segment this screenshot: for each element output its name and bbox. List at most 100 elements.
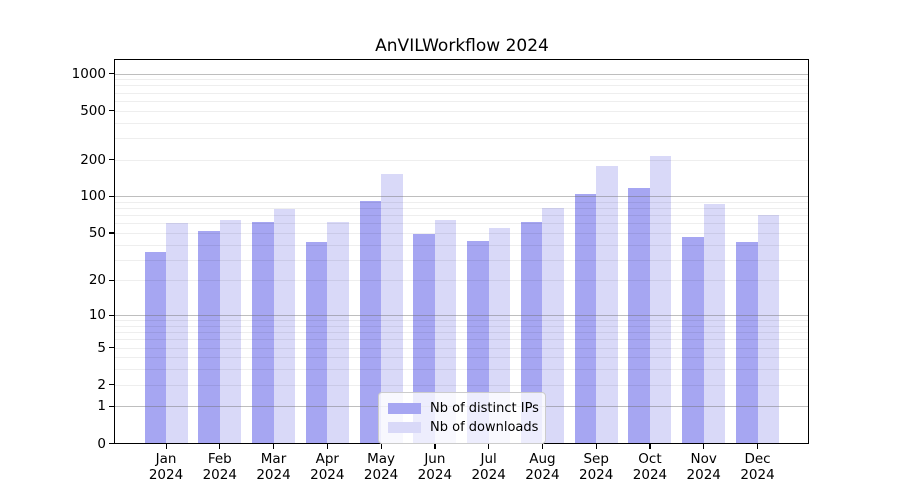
legend-label-distinct-ips: Nb of distinct IPs [430, 401, 539, 416]
y-tick-mark [109, 347, 114, 349]
gridline-minor [114, 110, 809, 112]
x-tick-label: Mar 2024 [256, 451, 291, 483]
bar-downloads-sep [596, 166, 618, 444]
gridline-minor [114, 159, 809, 161]
bar-distinct-ips-oct [628, 188, 650, 444]
gridline-minor [114, 357, 809, 359]
gridline-minor [114, 122, 809, 124]
bar-downloads-may [381, 174, 403, 444]
x-tick-mark [273, 444, 275, 449]
bar-distinct-ips-jun [413, 234, 435, 444]
bar-distinct-ips-sep [574, 193, 597, 444]
y-tick-mark [109, 405, 114, 408]
y-tick-mark [109, 73, 114, 75]
x-tick-label: Jan 2024 [148, 451, 184, 483]
gridline-minor [114, 384, 809, 386]
x-tick-mark [326, 444, 328, 449]
y-tick-mark [109, 195, 114, 198]
bar-downloads-jan [166, 223, 188, 444]
y-tick-label: 0 [97, 435, 106, 452]
y-tick-mark [109, 443, 114, 445]
y-tick-mark [109, 159, 114, 161]
x-tick-mark [219, 444, 221, 449]
bar-downloads-aug [542, 208, 564, 444]
bar-distinct-ips-apr [305, 242, 328, 444]
x-tick-mark [703, 444, 705, 449]
bar-downloads-nov [703, 203, 726, 444]
x-tick-mark [541, 444, 544, 449]
x-tick-mark [757, 444, 759, 449]
legend-label-downloads: Nb of downloads [430, 420, 539, 435]
x-tick-label: Aug 2024 [525, 451, 560, 483]
gridline-minor [114, 223, 809, 225]
legend: Nb of distinct IPs Nb of downloads [378, 392, 546, 444]
x-tick-mark [595, 444, 597, 449]
bar-downloads-dec [757, 215, 779, 444]
gridline-minor [114, 332, 809, 334]
gridline-minor [114, 215, 809, 217]
y-tick-label: 5 [97, 339, 106, 356]
x-tick-mark [165, 444, 167, 449]
x-tick-mark [380, 444, 382, 449]
legend-swatch-downloads [388, 422, 421, 433]
legend-item-downloads: Nb of downloads [388, 418, 539, 437]
x-tick-label: Jun 2024 [417, 451, 453, 483]
legend-item-distinct-ips: Nb of distinct IPs [388, 399, 539, 418]
x-tick-label: Jul 2024 [471, 451, 506, 483]
x-tick-label: Sep 2024 [578, 451, 614, 483]
y-tick-label: 2 [97, 376, 106, 393]
gridline-major [114, 315, 809, 317]
x-tick-mark [434, 444, 436, 449]
bar-downloads-mar [273, 208, 296, 444]
x-tick-label: Nov 2024 [686, 451, 721, 483]
gridline-minor [114, 92, 809, 94]
bar-downloads-feb [219, 219, 242, 444]
bar-distinct-ips-nov [682, 237, 704, 444]
gridline-minor [114, 339, 809, 341]
x-tick-label: Feb 2024 [202, 451, 237, 483]
gridline-minor [114, 79, 809, 81]
gridline-minor [114, 325, 809, 327]
y-tick-label: 1 [97, 398, 106, 415]
gridline-major [114, 73, 809, 75]
chart-title: AnVILWorkflow 2024 [375, 36, 549, 56]
gridline-minor [114, 208, 809, 210]
gridline-minor [114, 85, 809, 87]
gridline-minor [114, 100, 809, 102]
bar-distinct-ips-feb [198, 230, 220, 444]
y-tick-label: 1000 [71, 65, 106, 82]
gridline-minor [114, 320, 809, 322]
gridline-minor [114, 259, 809, 261]
x-tick-mark [649, 444, 651, 449]
x-tick-label: Apr 2024 [310, 451, 345, 483]
gridline-minor [114, 232, 809, 234]
y-tick-mark [109, 232, 114, 234]
x-tick-label: May 2024 [363, 451, 399, 483]
bar-downloads-jun [434, 219, 457, 444]
y-tick-label: 10 [88, 307, 106, 324]
bar-distinct-ips-mar [252, 221, 274, 444]
gridline-minor [114, 244, 809, 246]
bar-downloads-jul [488, 227, 511, 444]
bar-distinct-ips-dec [736, 242, 758, 444]
gridline-minor [114, 201, 809, 203]
x-tick-mark [488, 444, 490, 449]
bar-downloads-oct [649, 156, 672, 444]
y-tick-mark [109, 314, 114, 316]
gridline-major [114, 196, 809, 198]
gridline-minor [114, 369, 809, 371]
y-tick-label: 100 [80, 188, 106, 205]
y-tick-mark [109, 384, 114, 386]
y-tick-mark [109, 279, 114, 282]
gridline-minor [114, 280, 809, 282]
gridline-minor [114, 347, 809, 349]
bar-distinct-ips-jan [144, 251, 166, 444]
x-tick-label: Dec 2024 [740, 451, 775, 483]
gridline-minor [114, 137, 809, 139]
y-tick-label: 200 [80, 151, 106, 168]
y-tick-label: 20 [88, 272, 106, 289]
y-tick-mark [109, 110, 114, 112]
bar-distinct-ips-may [359, 200, 382, 444]
bar-downloads-apr [327, 221, 349, 444]
